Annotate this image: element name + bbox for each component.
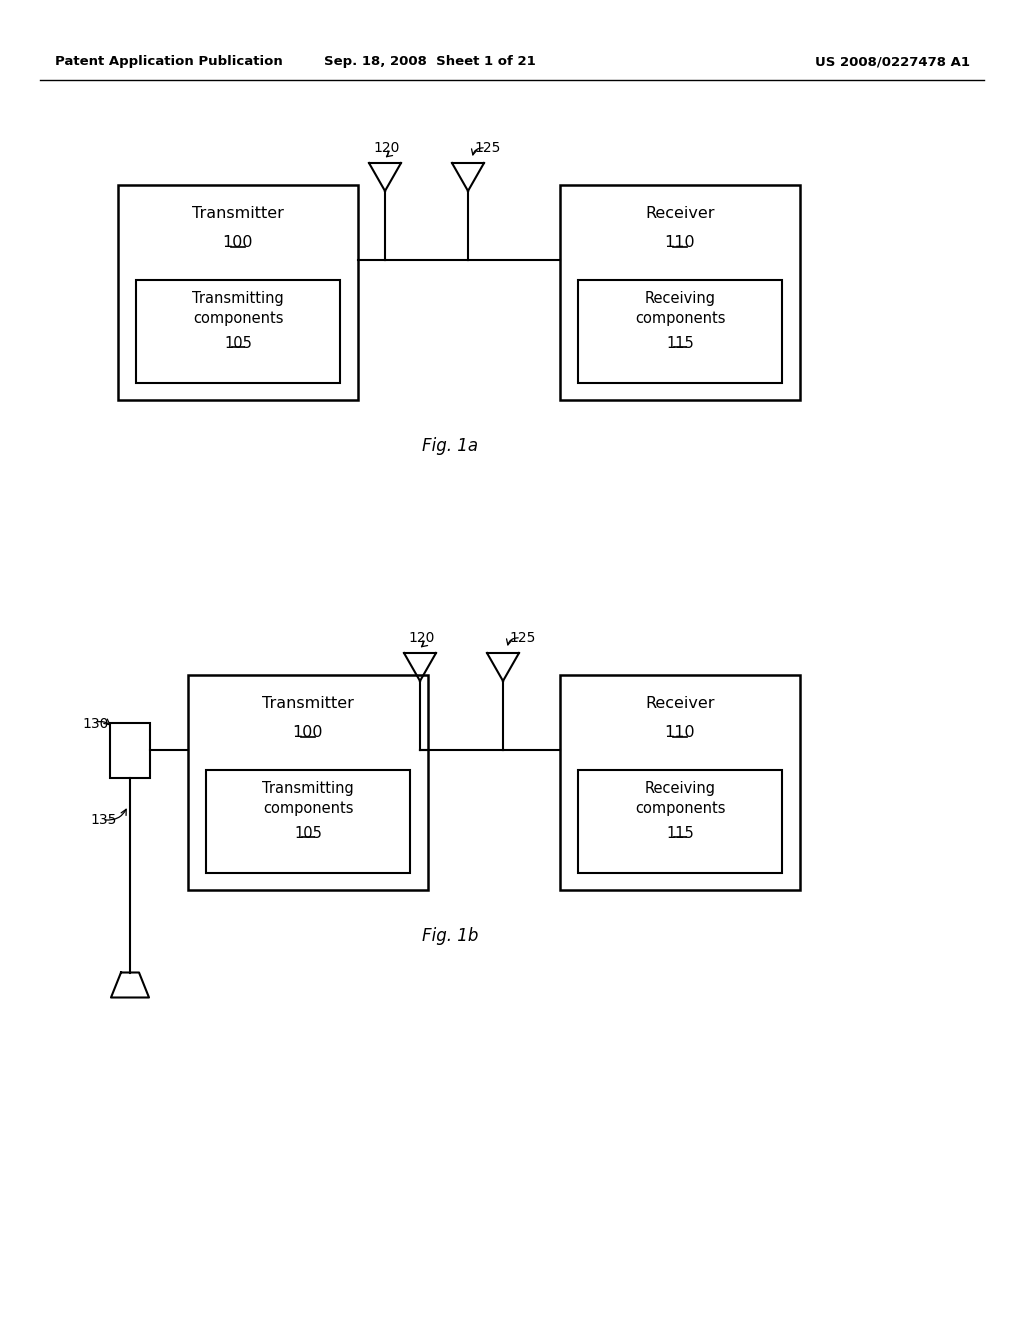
Text: Transmitter: Transmitter [193,206,284,220]
Text: Receiver: Receiver [645,696,715,710]
Text: 120: 120 [409,631,435,645]
Text: 105: 105 [294,826,322,841]
Text: 105: 105 [224,337,252,351]
Text: Transmitting: Transmitting [262,780,354,796]
Text: 130: 130 [82,718,109,731]
Text: 115: 115 [667,826,694,841]
Text: 120: 120 [374,141,400,154]
Bar [118,185,358,400]
Text: Fig. 1a: Fig. 1a [422,437,478,455]
Bar [206,770,410,873]
Text: US 2008/0227478 A1: US 2008/0227478 A1 [815,55,970,69]
Text: Receiver: Receiver [645,206,715,220]
Bar [136,280,340,383]
Bar [110,722,150,777]
Text: Patent Application Publication: Patent Application Publication [55,55,283,69]
Text: components: components [635,310,725,326]
Text: 100: 100 [223,235,253,249]
Text: Receiving: Receiving [644,780,716,796]
Text: 135: 135 [90,813,117,826]
Text: Receiving: Receiving [644,290,716,305]
Text: Fig. 1b: Fig. 1b [422,927,478,945]
Bar [560,675,800,890]
Bar [578,280,782,383]
Text: 125: 125 [510,631,537,645]
Bar [578,770,782,873]
Text: components: components [193,310,284,326]
Text: 115: 115 [667,337,694,351]
Text: 125: 125 [475,141,501,154]
Text: components: components [263,800,353,816]
Text: Transmitter: Transmitter [262,696,354,710]
Text: Sep. 18, 2008  Sheet 1 of 21: Sep. 18, 2008 Sheet 1 of 21 [325,55,536,69]
Text: 110: 110 [665,235,695,249]
Bar [188,675,428,890]
Text: 110: 110 [665,725,695,741]
Text: Transmitting: Transmitting [193,290,284,305]
Text: 100: 100 [293,725,324,741]
Text: components: components [635,800,725,816]
Bar [560,185,800,400]
